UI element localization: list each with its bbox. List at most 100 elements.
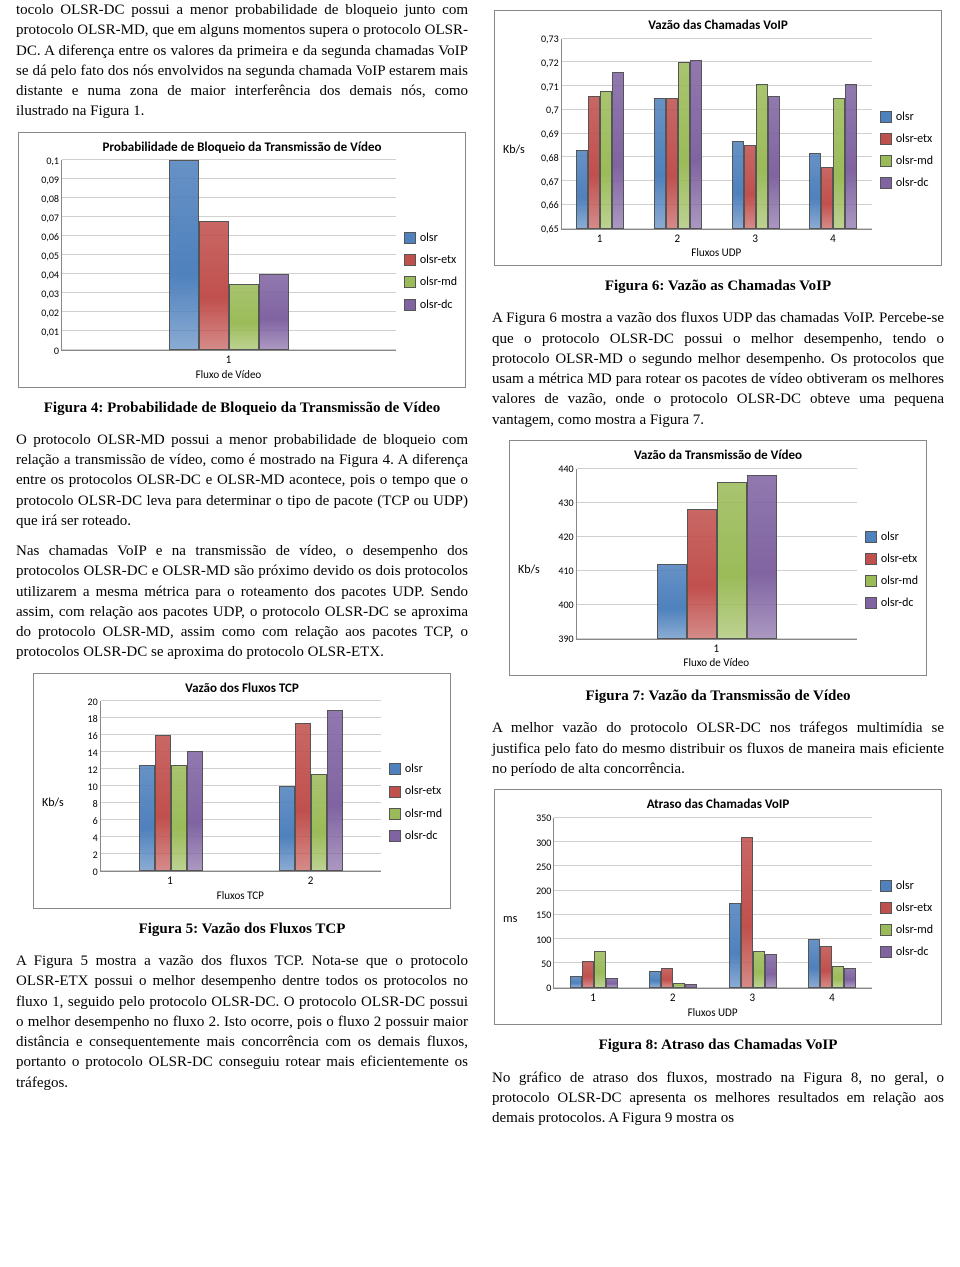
bar-group — [809, 84, 857, 229]
y-tick: 0,7 — [546, 103, 562, 117]
bar — [187, 751, 203, 872]
legend-swatch — [880, 880, 892, 892]
y-tick: 400 — [558, 598, 576, 612]
legend-label: olsr-etx — [896, 131, 932, 147]
y-tick: 0,68 — [541, 151, 562, 165]
y-tick: 16 — [88, 729, 101, 743]
legend-item: olsr — [865, 529, 918, 545]
bar — [657, 564, 687, 639]
legend-label: olsr-dc — [881, 595, 914, 611]
legend-swatch — [880, 902, 892, 914]
para: A Figura 5 mostra a vazão dos fluxos TCP… — [16, 951, 468, 1093]
y-tick: 0,02 — [41, 305, 62, 319]
bar-group — [139, 735, 203, 871]
bar — [753, 951, 765, 987]
bar — [171, 765, 187, 871]
legend-swatch — [389, 763, 401, 775]
bar — [666, 98, 678, 229]
plot-area: 050100150200250300350 — [553, 818, 872, 989]
legend-swatch — [880, 133, 892, 145]
legend-swatch — [880, 177, 892, 189]
bar — [845, 84, 857, 229]
y-tick: 50 — [541, 957, 554, 971]
x-tick: 1 — [226, 353, 232, 368]
legend-label: olsr-md — [420, 274, 457, 290]
legend-item: olsr-dc — [404, 297, 457, 313]
legend: olsrolsr-etxolsr-mdolsr-dc — [872, 818, 933, 1021]
legend-item: olsr-md — [880, 922, 933, 938]
para: Nas chamadas VoIP e na transmissão de ví… — [16, 541, 468, 663]
chart-title: Atraso das Chamadas VoIP — [503, 796, 933, 814]
legend-label: olsr — [405, 761, 423, 777]
y-tick: 12 — [88, 763, 101, 777]
bar — [229, 284, 259, 351]
fig4-chart: Probabilidade de Bloqueio da Transmissão… — [16, 132, 468, 388]
bar — [327, 710, 343, 872]
legend: olsrolsr-etxolsr-mdolsr-dc — [381, 701, 442, 904]
plot-area: 390400410420430440 — [576, 469, 857, 640]
bar — [576, 150, 588, 228]
y-tick: 0,05 — [41, 248, 62, 262]
fig7-caption: Figura 7: Vazão da Transmissão de Vídeo — [492, 686, 944, 706]
bar — [832, 966, 844, 988]
legend-item: olsr-md — [880, 153, 933, 169]
legend-label: olsr-etx — [896, 900, 932, 916]
y-tick: 2 — [93, 848, 101, 862]
y-tick: 0,65 — [541, 222, 562, 236]
fig8-chart: Atraso das Chamadas VoIPms05010015020025… — [492, 789, 944, 1025]
fig6-chart: Vazão das Chamadas VoIPKb/s0,650,660,670… — [492, 10, 944, 266]
y-tick: 0,08 — [41, 191, 62, 205]
bar — [729, 903, 741, 988]
legend-item: olsr-etx — [389, 783, 442, 799]
bar — [821, 167, 833, 229]
fig5-chart: Vazão dos Fluxos TCPKb/s0246810121416182… — [16, 673, 468, 909]
y-tick: 0,03 — [41, 286, 62, 300]
legend-swatch — [880, 155, 892, 167]
legend-item: olsr-md — [404, 274, 457, 290]
x-axis-label: Fluxos UDP — [553, 1006, 872, 1021]
legend-swatch — [880, 946, 892, 958]
x-tick: 2 — [675, 232, 681, 247]
legend-swatch — [880, 924, 892, 936]
bar — [673, 983, 685, 988]
legend-item: olsr-etx — [880, 131, 933, 147]
bar — [199, 221, 229, 350]
left-column: tocolo OLSR-DC possui a menor probabilid… — [16, 0, 468, 1138]
y-tick: 0,09 — [41, 172, 62, 186]
y-tick: 150 — [536, 908, 554, 922]
legend-item: olsr-dc — [880, 175, 933, 191]
legend-swatch — [404, 299, 416, 311]
bar — [661, 968, 673, 987]
bar — [844, 968, 856, 987]
y-tick: 20 — [88, 695, 101, 709]
y-tick: 0,06 — [41, 229, 62, 243]
x-tick: 3 — [752, 232, 758, 247]
y-tick: 0 — [546, 981, 554, 995]
bar — [809, 153, 821, 229]
x-axis-label: Fluxo de Vídeo — [61, 368, 396, 383]
y-tick: 0,1 — [46, 153, 62, 167]
bar-group — [808, 939, 856, 988]
legend-label: olsr-md — [896, 153, 933, 169]
chart-title: Probabilidade de Bloqueio da Transmissão… — [27, 139, 457, 157]
legend-label: olsr-dc — [896, 944, 929, 960]
y-tick: 8 — [93, 797, 101, 811]
x-tick: 4 — [830, 232, 836, 247]
y-tick: 300 — [536, 835, 554, 849]
y-tick: 430 — [558, 496, 576, 510]
legend-item: olsr — [404, 230, 457, 246]
legend-label: olsr — [896, 109, 914, 125]
x-axis-label: Fluxos TCP — [100, 889, 381, 904]
legend: olsr olsr-etx olsr-md olsr-dc — [396, 160, 457, 383]
y-tick: 390 — [558, 632, 576, 646]
y-tick: 0,67 — [541, 174, 562, 188]
legend: olsrolsr-etxolsr-mdolsr-dc — [857, 469, 918, 672]
bar-group — [657, 475, 777, 638]
y-tick: 14 — [88, 746, 101, 760]
x-tick: 1 — [590, 991, 596, 1006]
y-tick: 4 — [93, 831, 101, 845]
y-tick: 6 — [93, 814, 101, 828]
legend-item: olsr-etx — [404, 252, 457, 268]
bar-group — [649, 968, 697, 987]
right-column: Vazão das Chamadas VoIPKb/s0,650,660,670… — [492, 0, 944, 1138]
